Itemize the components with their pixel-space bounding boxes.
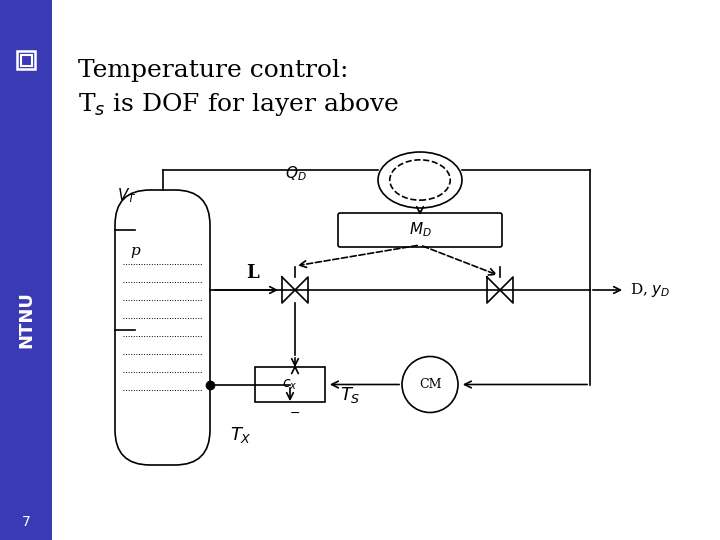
Bar (17, 51, 35, 69)
Bar (0, 0, 52, 540)
Text: $c_x$: $c_x$ (282, 377, 298, 392)
FancyBboxPatch shape (338, 213, 502, 247)
Text: 7: 7 (22, 515, 30, 529)
Text: D, $y_D$: D, $y_D$ (630, 281, 670, 299)
Text: p: p (130, 244, 140, 258)
Bar (255, 367, 325, 402)
Circle shape (402, 356, 458, 413)
Text: $Q_D$: $Q_D$ (285, 164, 307, 183)
Ellipse shape (378, 152, 462, 208)
Text: CM: CM (419, 378, 441, 391)
Text: T$_s$ is DOF for layer above: T$_s$ is DOF for layer above (78, 91, 399, 118)
Text: $V_T$: $V_T$ (117, 186, 137, 205)
Text: $-$: $-$ (289, 406, 300, 419)
Text: $T_S$: $T_S$ (340, 385, 361, 405)
Text: L: L (246, 264, 258, 282)
Bar (20, 55, 32, 65)
FancyBboxPatch shape (115, 190, 210, 465)
Text: $M_D$: $M_D$ (408, 221, 431, 239)
Text: Temperature control:: Temperature control: (78, 58, 348, 82)
Text: $T_X$: $T_X$ (230, 425, 252, 445)
Ellipse shape (390, 160, 450, 200)
Text: NTNU: NTNU (17, 292, 35, 348)
